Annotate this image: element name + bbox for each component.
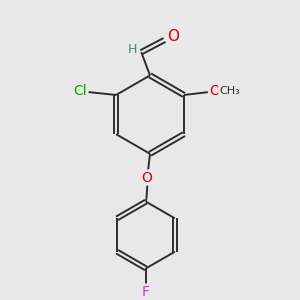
Text: CH₃: CH₃ [219,85,240,96]
Text: F: F [142,285,150,298]
Text: O: O [209,84,220,98]
Text: O: O [141,171,152,184]
Text: Cl: Cl [74,84,87,98]
Text: H: H [128,44,137,56]
Text: O: O [167,29,179,44]
